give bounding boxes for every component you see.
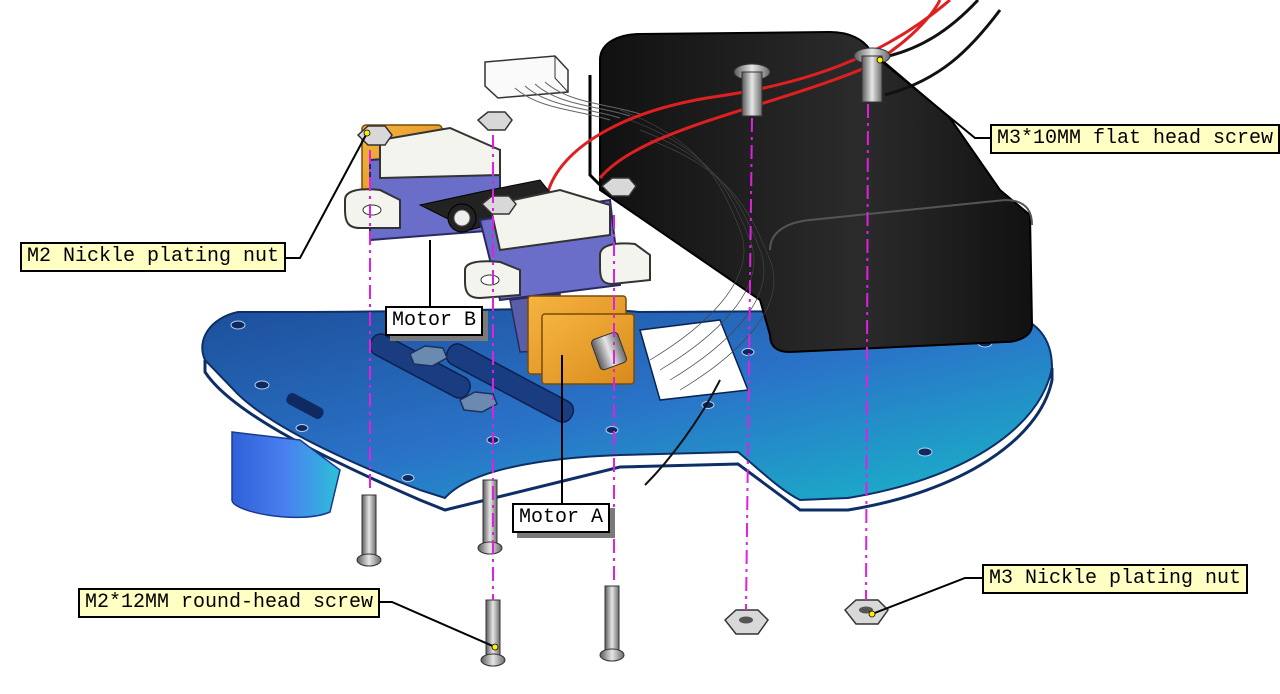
- bottom-nuts: [723, 599, 889, 635]
- label-motor-a: Motor A: [512, 503, 611, 533]
- anchor-dots: [363, 56, 884, 651]
- top-fasteners: [356, 47, 891, 215]
- label-m3-flat-head-screw: M3*10MM flat head screw: [990, 124, 1280, 154]
- connector: [484, 55, 641, 121]
- battery-box: [588, 30, 1034, 391]
- motor-a: [464, 188, 651, 385]
- label-motor-b: Motor B: [385, 306, 484, 336]
- label-m2-round-head-screw: M2*12MM round-head screw: [78, 588, 381, 618]
- label-m3-nut: M3 Nickle plating nut: [982, 564, 1249, 594]
- label-m2-nut: M2 Nickle plating nut: [20, 242, 287, 272]
- chassis-nuts: [409, 345, 498, 413]
- wheel: [231, 431, 341, 519]
- assembly-guides: [369, 103, 869, 611]
- wires: [546, 0, 1002, 486]
